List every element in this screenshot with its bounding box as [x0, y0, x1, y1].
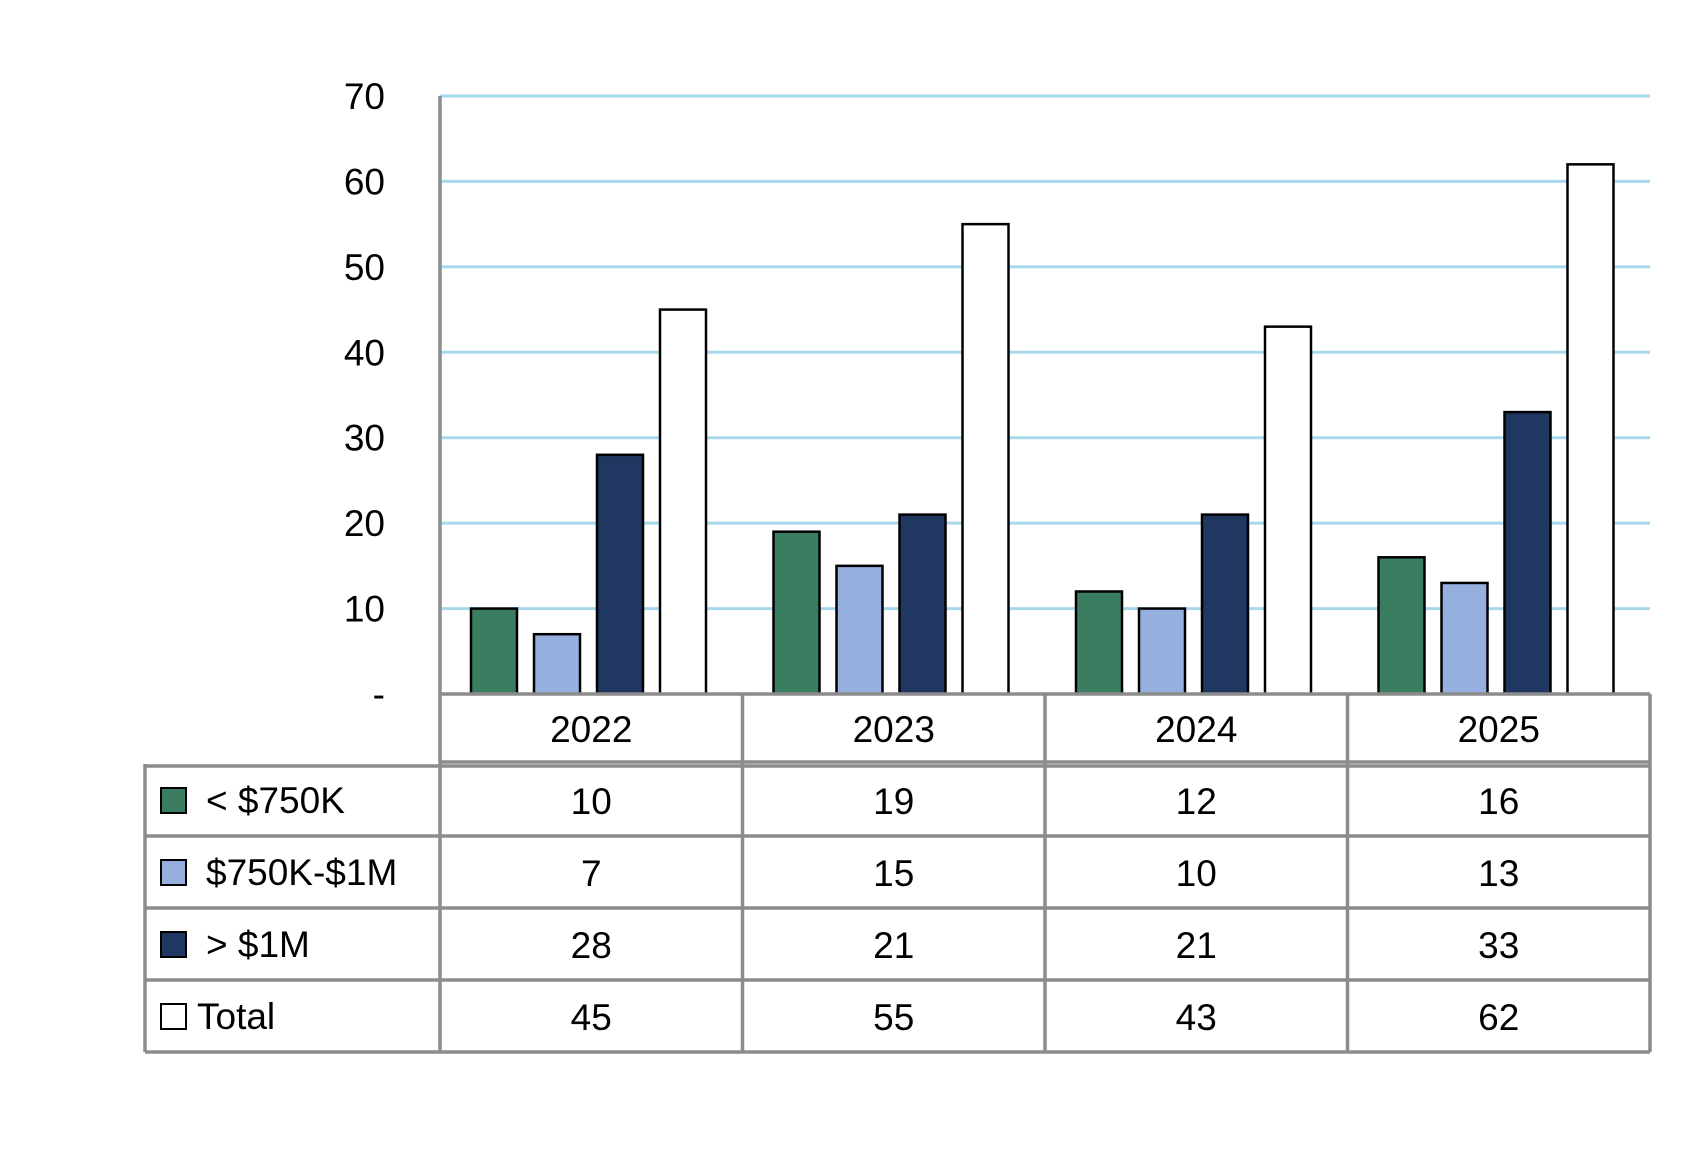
data-label: 10: [571, 781, 612, 822]
bar-2024-series-2: [1200, 513, 1250, 696]
y-tick-label: 20: [344, 503, 385, 544]
bar-2024-series-0: [1074, 590, 1124, 696]
bar-2025-series-3: [1566, 163, 1615, 696]
y-tick-label: 40: [344, 332, 385, 373]
data-label: 28: [571, 925, 612, 966]
data-label: 15: [873, 853, 914, 894]
data-label: 45: [571, 997, 612, 1038]
bar-2023-series-2: [898, 513, 947, 696]
data-label: 55: [873, 997, 914, 1038]
bar-2023-series-0: [772, 530, 821, 696]
bar-2023-series-3: [961, 222, 1010, 696]
legend-swatch-2: [160, 931, 187, 958]
data-label: 43: [1176, 997, 1217, 1038]
legend-label-3: Total: [197, 996, 275, 1037]
category-label-2022: 2022: [550, 709, 632, 750]
y-axis-ticks: - 10 20 30 40 50 60 70: [344, 76, 385, 715]
bar-2025-series-0: [1377, 556, 1426, 696]
data-label: 7: [581, 853, 602, 894]
data-label: 33: [1478, 925, 1519, 966]
bars: [469, 163, 1615, 696]
data-table: 2022 2023 2024 2025 < $750K 10 19 12 16 $750K-$1M…: [143, 694, 1652, 1054]
bar-2024-series-3: [1263, 325, 1313, 696]
bar-2025-series-2: [1503, 410, 1552, 696]
data-label: 13: [1478, 853, 1519, 894]
data-label: 16: [1478, 781, 1519, 822]
bar-2022-series-0: [469, 607, 519, 696]
legend-label-2: > $1M: [206, 924, 310, 965]
legend-swatch-1: [160, 859, 187, 886]
bar-2024-series-1: [1137, 607, 1187, 696]
category-label-2023: 2023: [853, 709, 935, 750]
bar-2022-series-3: [658, 308, 708, 696]
data-label: 12: [1176, 781, 1217, 822]
y-tick-label: 70: [344, 76, 385, 117]
data-label: 21: [873, 925, 914, 966]
legend-label-1: $750K-$1M: [206, 852, 397, 893]
legend-swatch-3: [160, 1003, 187, 1030]
bar-2022-series-2: [595, 453, 645, 696]
category-label-2025: 2025: [1458, 709, 1540, 750]
y-tick-label: 30: [344, 418, 385, 459]
y-tick-label: 50: [344, 247, 385, 288]
legend-label-0: < $750K: [206, 780, 345, 821]
bar-2022-series-1: [532, 632, 582, 696]
legend-swatch-0: [160, 787, 187, 814]
y-tick-label: 60: [344, 161, 385, 202]
data-label: 21: [1176, 925, 1217, 966]
data-label: 10: [1176, 853, 1217, 894]
category-label-2024: 2024: [1155, 709, 1237, 750]
data-label: 62: [1478, 997, 1519, 1038]
data-label: 19: [873, 781, 914, 822]
bar-2023-series-1: [835, 564, 884, 696]
y-tick-label: 10: [344, 589, 385, 630]
y-tick-label: -: [373, 674, 385, 715]
bar-2025-series-1: [1440, 581, 1489, 696]
